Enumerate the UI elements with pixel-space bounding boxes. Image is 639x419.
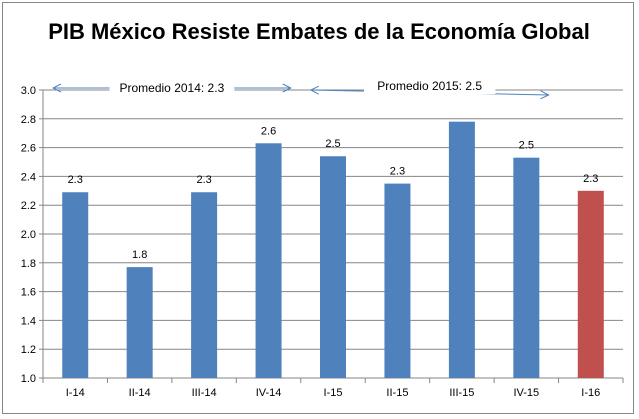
data-label: 1.8 (132, 249, 147, 261)
annotation-label: Promedio 2015: 2.5 (377, 79, 482, 93)
bar (320, 156, 346, 378)
y-tick-label: 3.0 (21, 85, 36, 97)
data-label: 2.3 (196, 174, 211, 186)
bars (62, 121, 604, 379)
bar (384, 183, 411, 378)
data-labels: 2.3 1.8 2.3 2.6 2.5 2.3 2.5 2.3 (68, 125, 599, 261)
x-tick-label: III-14 (192, 387, 217, 399)
data-label: 2.6 (261, 125, 276, 137)
bar (255, 143, 282, 378)
x-tick-label: I-15 (324, 387, 343, 399)
bar (577, 190, 604, 378)
bar (191, 192, 218, 378)
y-tick-label: 1.2 (21, 344, 36, 356)
data-label: 2.3 (390, 166, 405, 178)
axes: 1.0 1.2 1.4 1.6 1.8 2.0 2.2 2.4 2.6 2.8 3.0 I-14 II-… (21, 85, 624, 399)
y-tick-label: 2.4 (21, 171, 36, 183)
chart-title: PIB México Resiste Embates de la Economí… (48, 19, 590, 44)
y-tick-label: 2.8 (21, 114, 36, 126)
y-tick-label: 1.6 (21, 287, 36, 299)
x-tick-label: I-16 (581, 387, 600, 399)
y-tick-label: 1.8 (21, 258, 36, 270)
bar (62, 192, 89, 378)
x-tick-label: IV-14 (256, 387, 282, 399)
data-label: 2.3 (68, 174, 83, 186)
x-tick-label: IV-15 (513, 387, 539, 399)
y-tick-label: 2.0 (21, 229, 36, 241)
x-tick-label: I-14 (66, 387, 85, 399)
y-tick-label: 1.4 (21, 315, 36, 327)
bar (126, 267, 153, 378)
x-tick-label: III-15 (449, 387, 474, 399)
x-tick-label: II-14 (129, 387, 151, 399)
y-tick-label: 2.2 (21, 200, 36, 212)
y-tick-label: 1.0 (21, 373, 36, 385)
bar (448, 121, 475, 379)
chart-frame: PIB México Resiste Embates de la Economí… (2, 2, 634, 414)
data-label: 2.5 (325, 138, 340, 150)
annotations: Promedio 2014: 2.3 Promedio 2015: 2.5 (53, 77, 549, 96)
annotation-label: Promedio 2014: 2.3 (120, 81, 225, 95)
data-label: 2.5 (519, 140, 534, 152)
bar (513, 157, 540, 378)
data-label: 2.3 (583, 173, 598, 185)
annotation-background (109, 79, 235, 96)
annotation-background (363, 77, 496, 94)
x-tick-label: II-15 (386, 387, 408, 399)
bar-chart: 1.0 1.2 1.4 1.6 1.8 2.0 2.2 2.4 2.6 2.8 3.0 I-14 II-… (21, 77, 624, 399)
y-tick-label: 2.6 (21, 143, 36, 155)
